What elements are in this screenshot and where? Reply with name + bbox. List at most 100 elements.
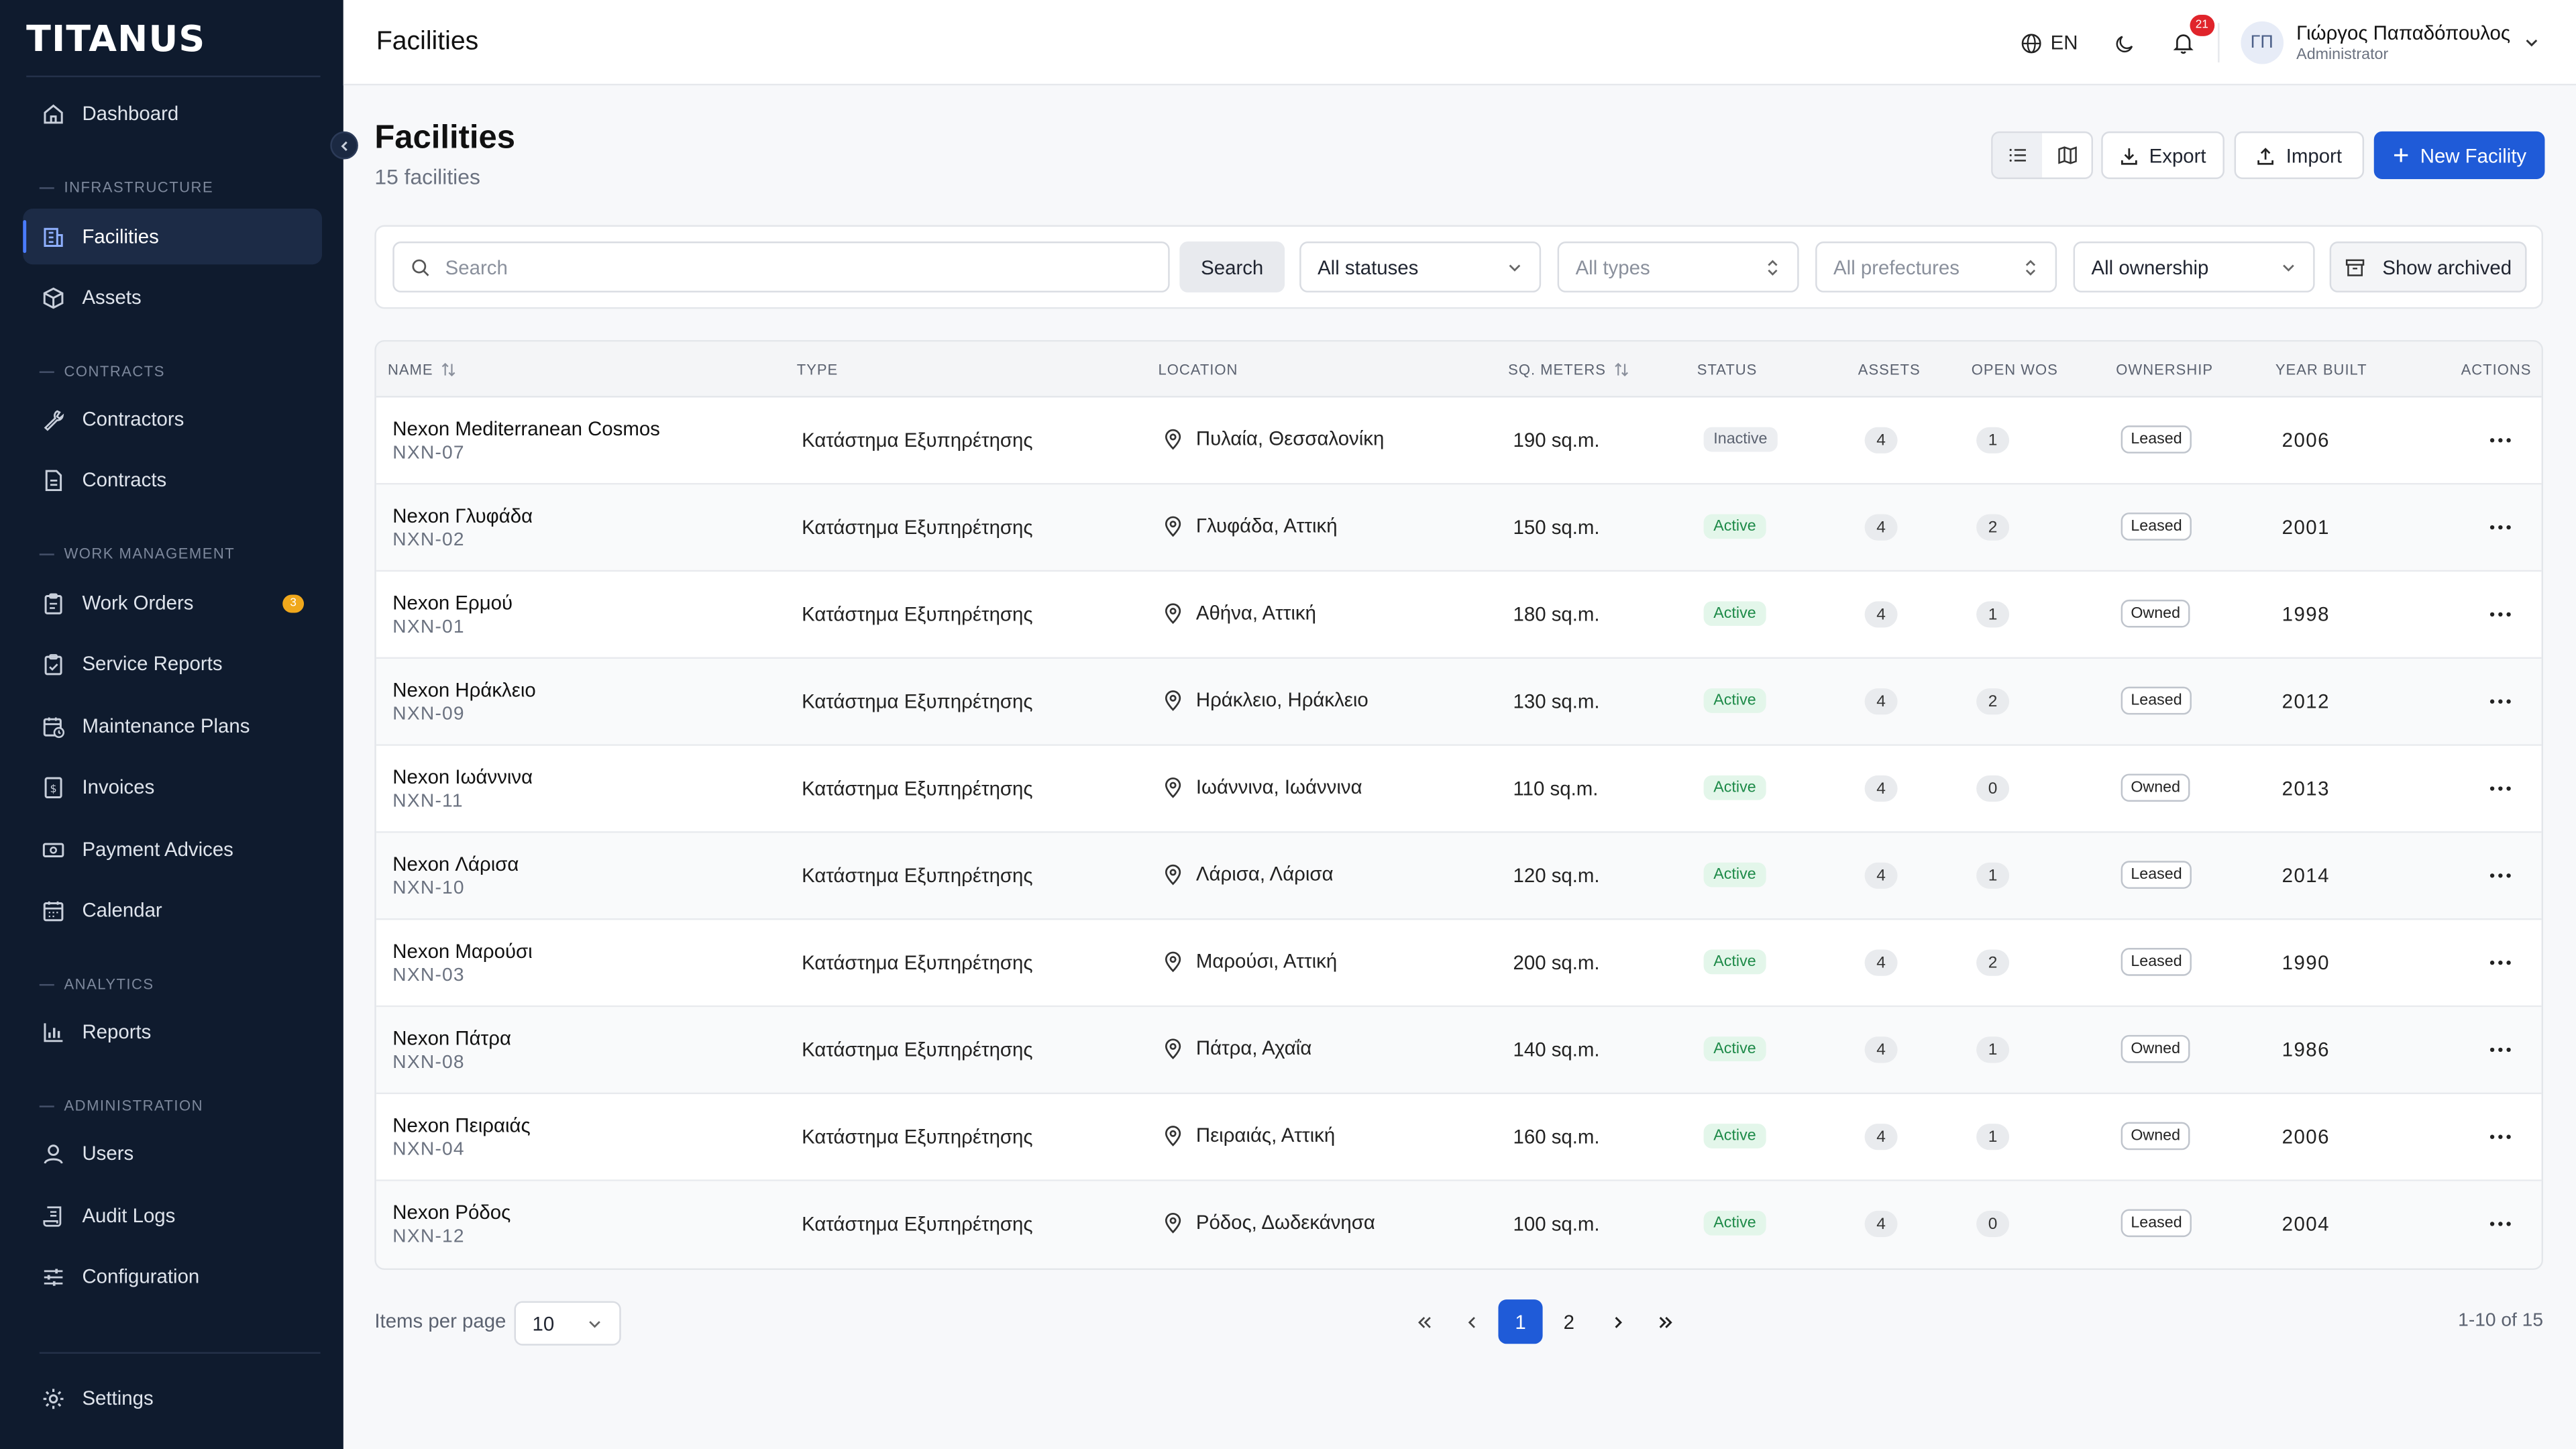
nav-section-contracts: CONTRACTS [40, 363, 165, 379]
column-header-label: OPEN WOS [1971, 361, 2058, 378]
row-actions-button[interactable] [2485, 1126, 2515, 1148]
sidebar-item-dashboard[interactable]: Dashboard [23, 85, 322, 141]
facility-name[interactable]: Nexon Λάρισα [392, 853, 519, 876]
moon-icon [2116, 35, 2133, 52]
ownership-select[interactable]: All ownership [2073, 241, 2315, 292]
facility-name[interactable]: Nexon Μαρούσι [392, 939, 533, 963]
row-actions-button[interactable] [2485, 690, 2515, 713]
facility-name[interactable]: Nexon Ερμού [392, 591, 513, 614]
open-wos-count-badge: 1 [1976, 1036, 2010, 1063]
previous-page-button[interactable] [1450, 1299, 1494, 1344]
notifications-button[interactable]: 21 [2171, 15, 2214, 54]
row-actions-button[interactable] [2485, 1212, 2515, 1235]
next-page-button[interactable] [1595, 1299, 1640, 1344]
list-view-button[interactable] [1992, 133, 2043, 178]
table-row[interactable]: Nexon Ρόδος NXN-12 Κατάστημα Εξυπηρέτησης Ρ… [376, 1181, 2542, 1269]
archive-icon [2346, 258, 2365, 276]
row-actions-button[interactable] [2485, 777, 2515, 800]
items-per-page-select[interactable]: 10 [514, 1301, 621, 1346]
facility-name[interactable]: Nexon Πάτρα [392, 1026, 511, 1050]
column-header-name[interactable]: NAME [388, 362, 456, 378]
row-actions-button[interactable] [2485, 603, 2515, 626]
year-built: 2004 [2282, 1212, 2330, 1236]
user-menu[interactable]: Γιώργος Παπαδόπουλος Administrator [2296, 21, 2510, 64]
row-actions-button[interactable] [2485, 1038, 2515, 1061]
assets-count-badge: 4 [1864, 688, 1898, 715]
map-pin-icon [1165, 1038, 1181, 1059]
facility-code: NXN-10 [392, 879, 465, 899]
sidebar-item-service-reports[interactable]: Service Reports [23, 636, 322, 692]
sidebar-item-work-orders[interactable]: Work Orders 3 [23, 575, 322, 631]
user-icon [40, 1140, 66, 1167]
sidebar-item-assets[interactable]: Assets [23, 270, 322, 325]
facility-name[interactable]: Nexon Ηράκλειο [392, 678, 536, 702]
import-button[interactable]: Import [2234, 131, 2365, 179]
chevron-left-icon [340, 140, 347, 150]
facility-code: NXN-12 [392, 1227, 465, 1247]
language-switcher[interactable]: EN [2021, 32, 2078, 54]
sidebar-item-reports[interactable]: Reports [23, 1004, 322, 1059]
table-row[interactable]: Nexon Ερμού NXN-01 Κατάστημα Εξυπηρέτησης Α… [376, 572, 2542, 659]
sidebar-item-maintenance-plans[interactable]: Maintenance Plans [23, 698, 322, 754]
status-select-value: All statuses [1318, 255, 1419, 279]
export-button[interactable]: Export [2101, 131, 2224, 179]
sidebar-item-configuration[interactable]: Configuration [23, 1248, 322, 1304]
chevron-down-icon[interactable] [2524, 34, 2540, 50]
map-view-button[interactable] [2042, 133, 2091, 177]
facility-name[interactable]: Nexon Γλυφάδα [392, 504, 533, 528]
status-select[interactable]: All statuses [1299, 241, 1542, 292]
sidebar-item-audit-logs[interactable]: Audit Logs [23, 1188, 322, 1244]
sliders-icon [40, 1263, 66, 1289]
table-row[interactable]: Nexon Μαρούσι NXN-03 Κατάστημα Εξυπηρέτηση… [376, 920, 2542, 1008]
facility-name[interactable]: Nexon Πειραιάς [392, 1114, 531, 1137]
sidebar-item-payment-advices[interactable]: Payment Advices [23, 821, 322, 877]
row-actions-button[interactable] [2485, 516, 2515, 539]
sidebar-item-contracts[interactable]: Contracts [23, 451, 322, 507]
table-row[interactable]: Nexon Λάρισα NXN-10 Κατάστημα Εξυπηρέτησης… [376, 833, 2542, 920]
app-logo: TITANUS [26, 19, 206, 61]
column-header-sq-meters[interactable]: SQ. METERS [1508, 362, 1629, 378]
more-horizontal-icon [2489, 1134, 2511, 1139]
table-row[interactable]: Nexon Ηράκλειο NXN-09 Κατάστημα Εξυπηρέτησ… [376, 659, 2542, 746]
first-page-button[interactable] [1401, 1299, 1446, 1344]
row-actions-button[interactable] [2485, 951, 2515, 974]
avatar[interactable]: ΓΠ [2240, 21, 2284, 64]
sidebar-item-label: Audit Logs [82, 1204, 176, 1228]
sidebar-item-calendar[interactable]: Calendar [23, 882, 322, 938]
bell-icon [2173, 34, 2194, 54]
sidebar-item-label: Contractors [82, 407, 184, 431]
location-text: Λάρισα, Λάρισα [1195, 862, 1334, 886]
sidebar-item-facilities[interactable]: Facilities [23, 209, 323, 265]
facility-name[interactable]: Nexon Mediterranean Cosmos [392, 417, 660, 441]
table-row[interactable]: Nexon Γλυφάδα NXN-02 Κατάστημα Εξυπηρέτηση… [376, 484, 2542, 572]
new-facility-button[interactable]: New Facility [2373, 131, 2545, 179]
sidebar-collapse-button[interactable] [330, 131, 358, 160]
facility-sq-meters: 150 sq.m. [1513, 515, 1600, 539]
facility-name[interactable]: Nexon Ρόδος [392, 1201, 511, 1224]
table-row[interactable]: Nexon Πειραιάς NXN-04 Κατάστημα Εξυπηρέτησ… [376, 1094, 2542, 1181]
last-page-button[interactable] [1644, 1299, 1688, 1344]
table-row[interactable]: Nexon Ιωάννινα NXN-11 Κατάστημα Εξυπηρέτησ… [376, 745, 2542, 833]
sidebar-item-invoices[interactable]: $ Invoices [23, 759, 322, 814]
assets-count-badge: 4 [1864, 949, 1898, 976]
show-archived-toggle[interactable]: Show archived [2329, 241, 2527, 292]
search-input[interactable] [445, 255, 1136, 279]
prefecture-select[interactable]: All prefectures [1815, 241, 2057, 292]
facility-name[interactable]: Nexon Ιωάννινα [392, 765, 533, 789]
globe-icon [2022, 33, 2041, 53]
search-button[interactable]: Search [1179, 241, 1285, 292]
sidebar-item-users[interactable]: Users [23, 1126, 322, 1181]
svg-text:$: $ [49, 782, 56, 794]
row-actions-button[interactable] [2485, 429, 2515, 451]
theme-toggle[interactable] [2114, 32, 2135, 54]
page-button[interactable]: 2 [1563, 1310, 1574, 1334]
sidebar-item-settings[interactable]: Settings [23, 1370, 322, 1426]
page-button[interactable]: 1 [1498, 1299, 1543, 1344]
table-row[interactable]: Nexon Mediterranean Cosmos NXN-07 Κατάστημ… [376, 397, 2542, 485]
status-badge: Active [1703, 1124, 1766, 1148]
table-row[interactable]: Nexon Πάτρα NXN-08 Κατάστημα Εξυπηρέτησης Π… [376, 1007, 2542, 1095]
sidebar-item-contractors[interactable]: Contractors [23, 391, 322, 447]
row-actions-button[interactable] [2485, 864, 2515, 887]
facility-location: Λάρισα, Λάρισα [1163, 863, 1334, 885]
type-select[interactable]: All types [1557, 241, 1799, 292]
